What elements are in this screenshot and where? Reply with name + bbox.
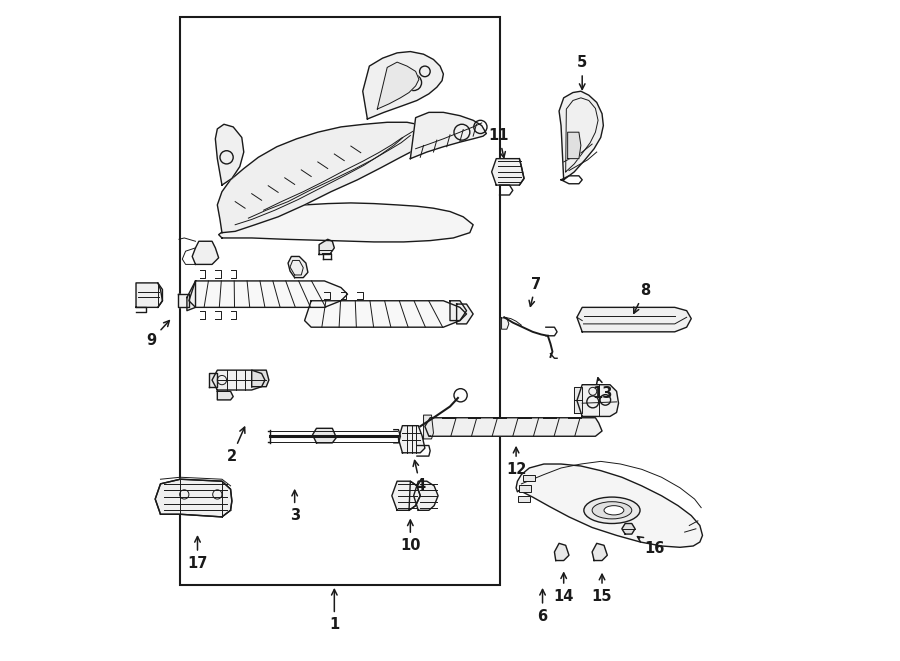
Polygon shape	[450, 301, 466, 321]
Polygon shape	[155, 479, 232, 517]
Polygon shape	[193, 241, 219, 264]
Polygon shape	[217, 391, 233, 400]
Polygon shape	[592, 543, 608, 561]
Polygon shape	[177, 294, 189, 307]
Text: 6: 6	[537, 590, 547, 623]
Polygon shape	[363, 52, 444, 119]
Polygon shape	[252, 370, 269, 387]
Polygon shape	[392, 481, 420, 510]
Ellipse shape	[592, 502, 632, 519]
Polygon shape	[136, 283, 163, 307]
Polygon shape	[456, 304, 473, 324]
Text: 15: 15	[592, 574, 612, 603]
Text: 14: 14	[554, 573, 574, 603]
Text: 1: 1	[329, 590, 339, 632]
Polygon shape	[414, 481, 438, 510]
Polygon shape	[377, 62, 418, 109]
Text: 9: 9	[146, 321, 169, 348]
Polygon shape	[491, 159, 524, 185]
Polygon shape	[410, 112, 486, 159]
Text: 16: 16	[637, 537, 665, 556]
Polygon shape	[212, 370, 265, 390]
Bar	[524, 475, 536, 481]
Text: 13: 13	[592, 378, 612, 401]
Polygon shape	[288, 256, 308, 278]
Polygon shape	[501, 318, 508, 329]
Polygon shape	[425, 418, 602, 436]
Text: 7: 7	[529, 277, 541, 306]
Text: 2: 2	[227, 427, 245, 463]
Bar	[180, 17, 500, 585]
Text: 8: 8	[634, 284, 650, 313]
Text: 3: 3	[290, 490, 300, 523]
Text: 12: 12	[506, 447, 526, 477]
Text: 11: 11	[489, 128, 509, 157]
Polygon shape	[577, 385, 618, 416]
Polygon shape	[187, 281, 195, 311]
Text: 4: 4	[413, 461, 426, 493]
Polygon shape	[217, 122, 450, 233]
Text: 17: 17	[187, 537, 208, 570]
Polygon shape	[577, 307, 691, 332]
Text: 5: 5	[577, 56, 588, 89]
Polygon shape	[516, 464, 703, 547]
Ellipse shape	[584, 497, 640, 524]
Polygon shape	[568, 132, 580, 159]
Polygon shape	[304, 301, 466, 327]
Polygon shape	[559, 91, 603, 180]
Bar	[519, 485, 531, 492]
Polygon shape	[209, 373, 217, 387]
Polygon shape	[312, 428, 337, 443]
Polygon shape	[424, 415, 434, 439]
Polygon shape	[399, 426, 425, 453]
Text: 10: 10	[400, 520, 420, 553]
Polygon shape	[554, 543, 569, 561]
Polygon shape	[574, 387, 582, 413]
Polygon shape	[320, 239, 334, 254]
Polygon shape	[215, 124, 244, 185]
Bar	[518, 496, 530, 502]
Polygon shape	[219, 203, 473, 242]
Polygon shape	[189, 281, 347, 307]
Polygon shape	[622, 524, 635, 534]
Ellipse shape	[604, 506, 624, 515]
